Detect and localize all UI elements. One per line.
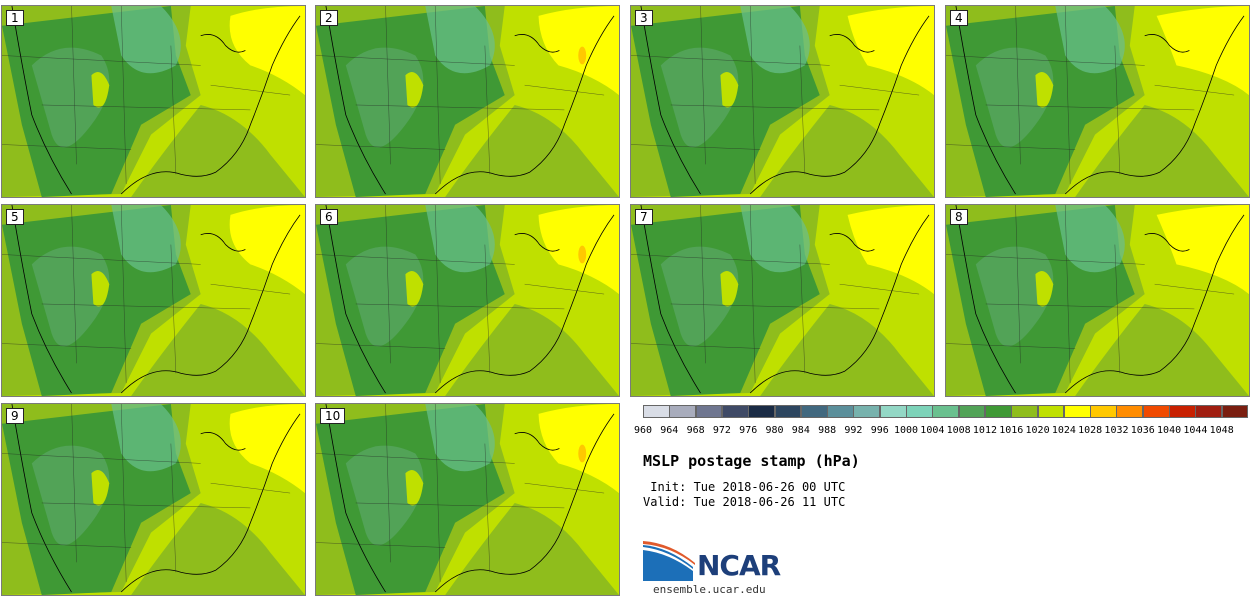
ensemble-member-label: 3 bbox=[635, 10, 653, 26]
colorbar-tick-label: 1024 bbox=[1051, 425, 1076, 436]
colorbar-cell bbox=[1142, 405, 1170, 418]
colorbar-tick-label: 1016 bbox=[999, 425, 1024, 436]
colorbar-cell bbox=[800, 405, 828, 418]
colorbar-cell bbox=[958, 405, 986, 418]
logo-url: ensemble.ucar.edu bbox=[653, 583, 766, 596]
postage-stamp-map: 3 bbox=[630, 5, 935, 198]
postage-stamp-map: 10 bbox=[315, 403, 620, 596]
colorbar-tick-labels: 960 964 968 972 976 980 984 988 992 996 1000 1004 10… bbox=[630, 425, 1260, 439]
postage-stamp-map: 8 bbox=[945, 204, 1250, 397]
colorbar-tick-label: 964 bbox=[660, 425, 679, 436]
colorbar-cell bbox=[1063, 405, 1091, 418]
postage-stamp-map: 6 bbox=[315, 204, 620, 397]
colorbar-cell bbox=[1011, 405, 1039, 418]
colorbar-tick-label: 1036 bbox=[1130, 425, 1155, 436]
colorbar-cell bbox=[853, 405, 881, 418]
postage-stamp-map: 5 bbox=[1, 204, 306, 397]
colorbar-tick-label: 1000 bbox=[893, 425, 919, 436]
colorbar-cell bbox=[984, 405, 1012, 418]
colorbar-tick-label: 976 bbox=[739, 425, 758, 436]
colorbar-cell bbox=[643, 405, 670, 418]
colorbar-tick-label: 1012 bbox=[972, 425, 997, 436]
ensemble-member-label: 2 bbox=[320, 10, 338, 26]
colorbar-tick-label: 1040 bbox=[1157, 425, 1182, 436]
colorbar-cell bbox=[827, 405, 854, 418]
colorbar-cell bbox=[695, 405, 723, 418]
colorbar-cell bbox=[879, 405, 907, 418]
colorbar-cell bbox=[721, 405, 749, 418]
colorbar-tick-label: 1028 bbox=[1078, 425, 1103, 436]
colorbar-tick-label: 996 bbox=[870, 425, 889, 436]
ensemble-member-label: 5 bbox=[6, 209, 24, 225]
colorbar-cell bbox=[906, 405, 933, 418]
ncar-logo-icon bbox=[643, 541, 695, 581]
init-time: Init: Tue 2018-06-26 00 UTC bbox=[643, 480, 846, 494]
ensemble-member-label: 8 bbox=[950, 209, 968, 225]
valid-time: Valid: Tue 2018-06-26 11 UTC bbox=[643, 495, 846, 509]
colorbar-tick-label: 1020 bbox=[1025, 425, 1050, 436]
colorbar-cell bbox=[669, 405, 697, 418]
colorbar-cell bbox=[1221, 405, 1249, 418]
logo-name: NCAR bbox=[697, 549, 781, 582]
ensemble-member-label: 9 bbox=[6, 408, 24, 424]
colorbar-tick-label: 1032 bbox=[1104, 425, 1129, 436]
ensemble-member-label: 4 bbox=[950, 10, 968, 26]
colorbar-tick-label: 972 bbox=[712, 425, 731, 436]
colorbar bbox=[643, 405, 1249, 419]
colorbar-cell bbox=[774, 405, 802, 418]
colorbar-tick-label: 984 bbox=[791, 425, 810, 436]
colorbar-tick-label: 960 bbox=[633, 425, 653, 436]
postage-stamp-map: 2 bbox=[315, 5, 620, 198]
postage-stamp-map: 7 bbox=[630, 204, 935, 397]
colorbar-cell bbox=[1090, 405, 1117, 418]
colorbar-cell bbox=[748, 405, 775, 418]
colorbar-tick-label: 980 bbox=[765, 425, 784, 436]
postage-stamp-map: 9 bbox=[1, 403, 306, 596]
chart-title: MSLP postage stamp (hPa) bbox=[643, 452, 860, 470]
colorbar-tick-label: 1004 bbox=[920, 425, 945, 436]
colorbar-cell bbox=[1037, 405, 1065, 418]
postage-stamp-map: 4 bbox=[945, 5, 1250, 198]
colorbar-cell bbox=[1169, 405, 1196, 418]
colorbar-tick-label: 1008 bbox=[946, 425, 971, 436]
ensemble-member-label: 6 bbox=[320, 209, 338, 225]
colorbar-tick-label: 968 bbox=[686, 425, 705, 436]
colorbar-cell bbox=[1195, 405, 1223, 418]
ensemble-member-label: 10 bbox=[320, 408, 346, 424]
colorbar-cell bbox=[1116, 405, 1144, 418]
ensemble-member-label: 1 bbox=[6, 10, 24, 26]
colorbar-tick-label: 1044 bbox=[1183, 425, 1208, 436]
ensemble-member-label: 7 bbox=[635, 209, 653, 225]
colorbar-tick-label: 988 bbox=[818, 425, 837, 436]
postage-stamp-map: 1 bbox=[1, 5, 306, 198]
colorbar-cell bbox=[932, 405, 960, 418]
colorbar-tick-label: 992 bbox=[844, 425, 863, 436]
colorbar-tick-label: 1048 bbox=[1209, 425, 1234, 436]
